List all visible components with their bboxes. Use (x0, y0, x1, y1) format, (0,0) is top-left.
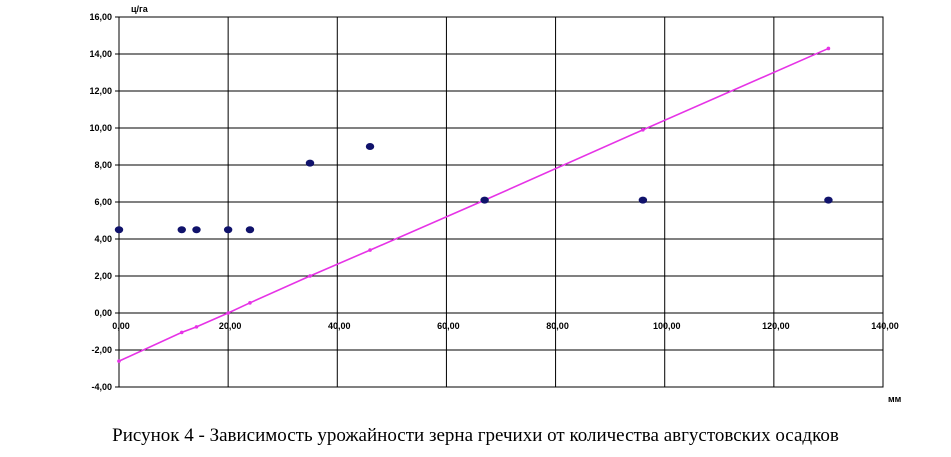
grid (118, 16, 884, 388)
trend-point (641, 128, 645, 132)
y-tick-label: 14,00 (89, 49, 112, 59)
y-tick-label: 8,00 (94, 160, 112, 170)
data-point (638, 196, 648, 204)
data-point (192, 226, 201, 234)
axes (115, 16, 884, 388)
y-tick-label: 2,00 (94, 271, 112, 281)
data-point (177, 226, 186, 234)
y-tick-label: 12,00 (89, 86, 112, 96)
trend-point (117, 359, 121, 363)
trend-point (368, 248, 372, 252)
trend-point (179, 330, 184, 335)
y-tick-label: 10,00 (89, 123, 112, 133)
x-tick-label: 0,00 (112, 321, 130, 331)
tick-labels: 0,00 20,00 40,00 60,00 80,00 100,00 120,00 140,… (89, 12, 898, 392)
series (114, 46, 833, 363)
data-point (245, 226, 255, 234)
trend-point (226, 311, 230, 315)
data-point (223, 226, 233, 234)
trend-point (248, 301, 252, 305)
y-tick-label: 16,00 (89, 12, 112, 22)
y-axis-unit-label: ц/га (131, 4, 149, 14)
trend-point (194, 325, 199, 329)
trend-point (826, 46, 831, 51)
data-point (365, 143, 375, 150)
figure-caption: Рисунок 4 - Зависимость урожайности зерн… (112, 425, 839, 446)
trend-line (118, 47, 829, 362)
x-axis-unit-label: мм (888, 394, 902, 404)
y-tick-label: 0,00 (94, 308, 112, 318)
trend-point (308, 274, 312, 278)
data-point (114, 226, 124, 234)
plot-area-border (118, 16, 884, 388)
y-tick-label: -4,00 (91, 382, 112, 392)
x-tick-label: 100,00 (653, 321, 681, 331)
x-tick-label: 80,00 (546, 321, 569, 331)
data-point (480, 196, 489, 204)
y-tick-label: 4,00 (94, 234, 112, 244)
x-tick-label: 40,00 (328, 321, 351, 331)
y-tick-label: -2,00 (91, 345, 112, 355)
x-tick-label: 60,00 (437, 321, 460, 331)
x-tick-label: 20,00 (219, 321, 242, 331)
x-tick-label: 140,00 (871, 321, 899, 331)
x-tick-label: 120,00 (762, 321, 790, 331)
data-point (305, 159, 315, 167)
y-tick-label: 6,00 (94, 197, 112, 207)
data-point (824, 196, 833, 204)
